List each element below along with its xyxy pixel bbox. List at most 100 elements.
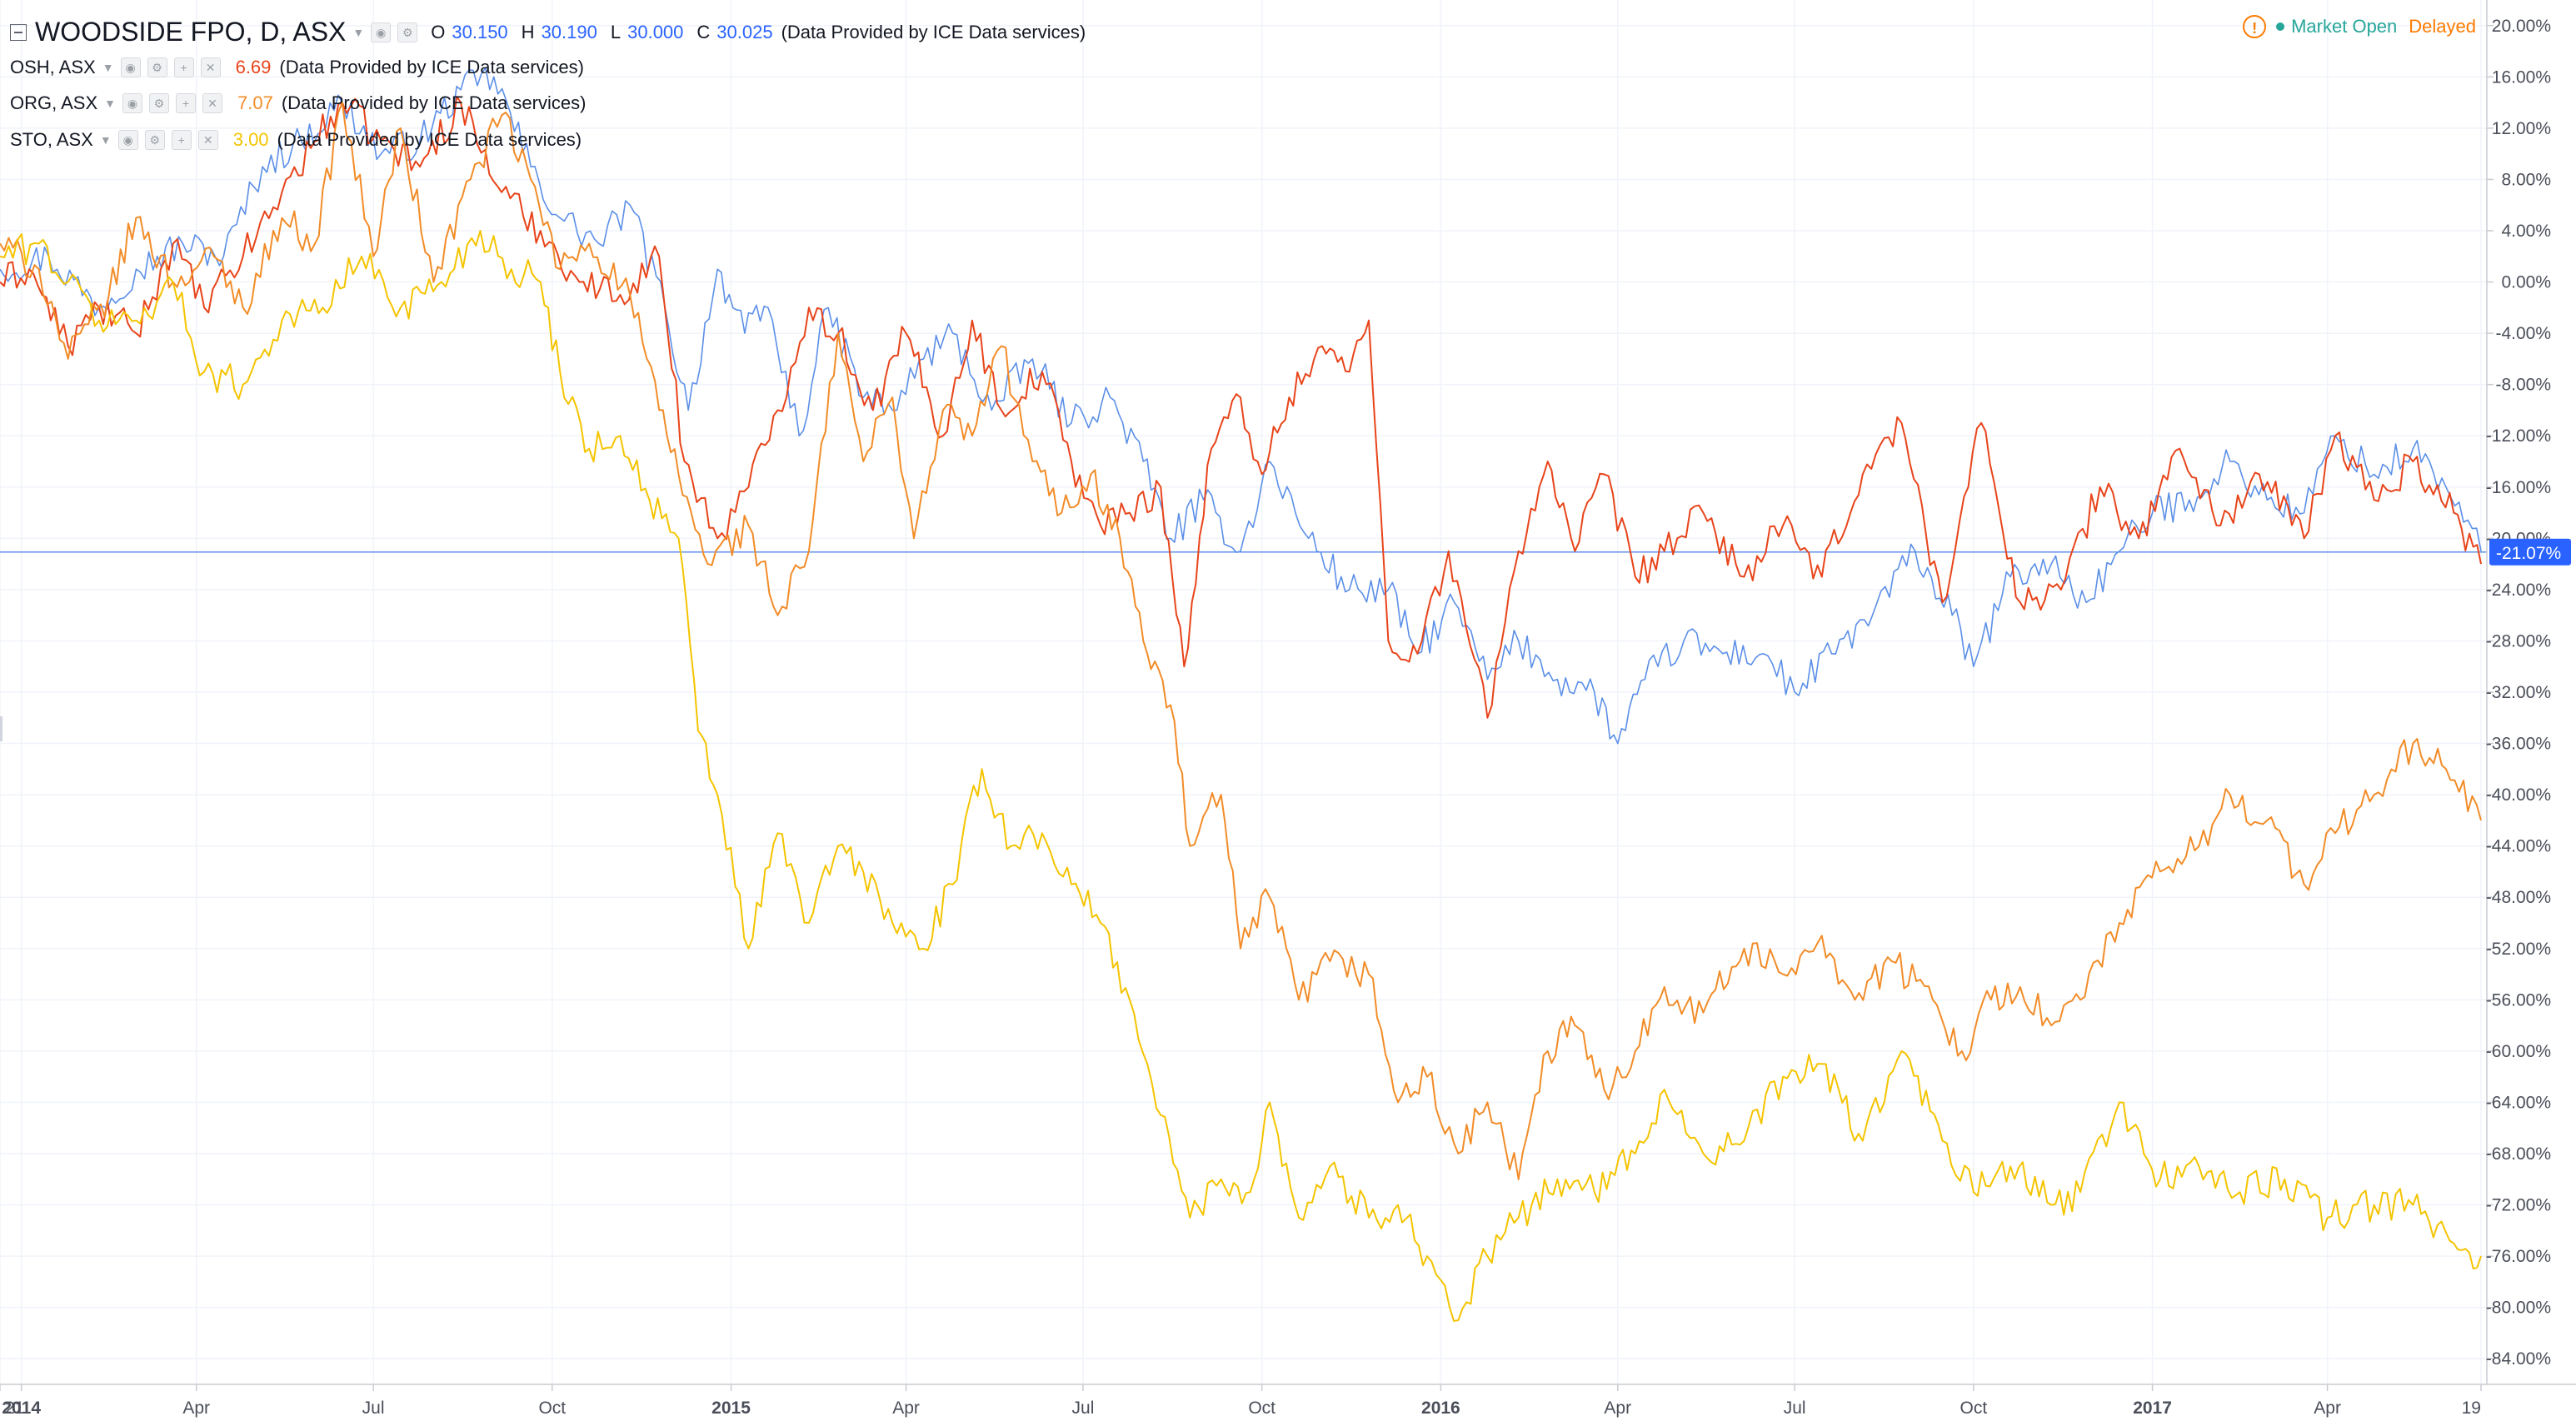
series-line: [0, 102, 2482, 1180]
eye-icon[interactable]: ◉: [371, 22, 392, 42]
y-tick-label: -32.00%: [2486, 683, 2551, 702]
data-provider-note: (Data Provided by ICE Data services): [281, 92, 587, 113]
close-value: 30.025: [716, 21, 773, 42]
left-edge-handle[interactable]: [0, 716, 2, 741]
compare-row-org[interactable]: ORG, ASX ▼ ◉ ⚙ + ✕ 7.07 (Data Provided b…: [10, 92, 586, 114]
y-tick-label: -12.00%: [2486, 426, 2551, 446]
compare-row-sto[interactable]: STO, ASX ▼ ◉ ⚙ + ✕ 3.00 (Data Provided b…: [10, 129, 582, 151]
collapse-legend-button[interactable]: [10, 23, 27, 41]
y-tick-label: -28.00%: [2486, 631, 2551, 651]
x-tick-label: 2015: [711, 1399, 751, 1418]
open-value: 30.150: [452, 21, 508, 42]
compare-symbol[interactable]: STO, ASX: [10, 129, 93, 150]
x-tick-label: Oct: [538, 1399, 566, 1418]
y-tick-label: -4.00%: [2495, 324, 2551, 343]
x-tick-label: Apr: [2314, 1399, 2341, 1418]
y-tick-label: -16.00%: [2486, 478, 2551, 497]
y-tick-label: -68.00%: [2486, 1144, 2551, 1164]
compare-row-osh[interactable]: OSH, ASX ▼ ◉ ⚙ + ✕ 6.69 (Data Provided b…: [10, 57, 584, 78]
plus-icon[interactable]: +: [176, 93, 197, 113]
market-status: ! Market Open Delayed: [2243, 15, 2476, 38]
low-label: L: [610, 21, 622, 42]
series-lines: [0, 67, 2482, 1322]
y-tick-label: -40.00%: [2486, 785, 2551, 805]
y-tick-label: 0.00%: [2501, 273, 2551, 292]
series-line: [0, 67, 2482, 745]
gear-icon[interactable]: ⚙: [397, 22, 418, 42]
x-tick-label: Apr: [892, 1399, 920, 1418]
x-tick-label: Apr: [1604, 1399, 1631, 1418]
y-tick-label: -48.00%: [2486, 888, 2551, 907]
series-line: [0, 96, 2482, 719]
plus-icon[interactable]: +: [171, 130, 192, 150]
chevron-down-icon[interactable]: ▼: [352, 25, 365, 39]
plus-icon[interactable]: +: [173, 57, 194, 77]
y-tick-label: -72.00%: [2486, 1196, 2551, 1215]
data-provider-note: (Data Provided by ICE Data services): [277, 129, 582, 150]
x-tick-label: 2017: [2133, 1399, 2172, 1418]
high-label: H: [521, 21, 535, 42]
data-provider-note: (Data Provided by ICE Data services): [781, 21, 1086, 42]
x-tick-label: 21: [5, 1399, 24, 1418]
eye-icon[interactable]: ◉: [117, 130, 138, 150]
y-tick-label: -36.00%: [2486, 735, 2551, 754]
data-provider-note: (Data Provided by ICE Data services): [279, 57, 584, 77]
chevron-down-icon[interactable]: ▼: [99, 133, 112, 147]
eye-icon[interactable]: ◉: [122, 93, 143, 113]
x-tick-label: 2016: [1421, 1399, 1460, 1418]
compare-value: 7.07: [237, 92, 273, 113]
y-tick-label: -76.00%: [2486, 1247, 2551, 1266]
x-tick-label: Jul: [1784, 1399, 1806, 1418]
series-line: [0, 230, 2482, 1322]
y-tick-label: -44.00%: [2486, 837, 2551, 856]
gear-icon[interactable]: ⚙: [149, 93, 170, 113]
y-tick-label: -64.00%: [2486, 1093, 2551, 1112]
close-icon[interactable]: ✕: [197, 130, 218, 150]
compare-value: 3.00: [232, 129, 269, 150]
eye-icon[interactable]: ◉: [120, 57, 141, 77]
delayed-label: Delayed: [2409, 16, 2476, 37]
x-tick-label: Oct: [1248, 1399, 1276, 1418]
x-tick-label: Jul: [362, 1399, 385, 1418]
y-tick-label: -80.00%: [2486, 1299, 2551, 1318]
market-open-label: Market Open: [2291, 16, 2398, 37]
gear-icon[interactable]: ⚙: [144, 130, 165, 150]
current-value-label: -21.07%: [2496, 544, 2561, 563]
y-tick-label: 8.00%: [2501, 170, 2551, 189]
x-tick-label: 19: [2462, 1399, 2481, 1418]
y-tick-label: 12.00%: [2492, 119, 2551, 138]
low-value: 30.000: [627, 21, 684, 42]
y-tick-label: -56.00%: [2486, 990, 2551, 1010]
market-open-dot-icon: [2276, 22, 2285, 31]
x-tick-label: Apr: [182, 1399, 210, 1418]
close-icon[interactable]: ✕: [200, 57, 221, 77]
chevron-down-icon[interactable]: ▼: [102, 61, 114, 74]
x-tick-label: 2014: [2, 1399, 41, 1418]
y-tick-label: -52.00%: [2486, 940, 2551, 959]
open-label: O: [431, 21, 446, 42]
y-tick-label: 4.00%: [2501, 222, 2551, 241]
compare-value: 6.69: [235, 57, 272, 77]
main-series-row[interactable]: WOODSIDE FPO, D, ASX ▼ ◉ ⚙ O 30.150 H 30…: [10, 17, 1086, 47]
y-tick-label: -8.00%: [2495, 376, 2551, 395]
chevron-down-icon[interactable]: ▼: [104, 97, 117, 110]
compare-symbol[interactable]: OSH, ASX: [10, 57, 96, 77]
close-label: C: [696, 21, 711, 42]
high-value: 30.190: [541, 21, 597, 42]
close-icon[interactable]: ✕: [202, 93, 223, 113]
x-tick-label: Oct: [1960, 1399, 1988, 1418]
current-value-badge: -21.07%: [2489, 538, 2571, 566]
y-tick-label: -84.00%: [2486, 1349, 2551, 1369]
warning-icon[interactable]: !: [2243, 15, 2267, 38]
y-tick-label: -24.00%: [2486, 581, 2551, 600]
main-symbol[interactable]: WOODSIDE FPO, D, ASX: [35, 17, 347, 47]
x-tick-label: Jul: [1072, 1399, 1095, 1418]
gear-icon[interactable]: ⚙: [147, 57, 167, 77]
y-tick-label: -60.00%: [2486, 1042, 2551, 1061]
price-axis[interactable]: 20.00% 16.00% 12.00% 8.00% 4.00% 0.00% -4.00% -…: [2486, 17, 2551, 1369]
y-tick-label: 16.00%: [2492, 67, 2551, 87]
chart-gridlines: [0, 0, 2487, 1384]
compare-symbol[interactable]: ORG, ASX: [10, 92, 98, 113]
